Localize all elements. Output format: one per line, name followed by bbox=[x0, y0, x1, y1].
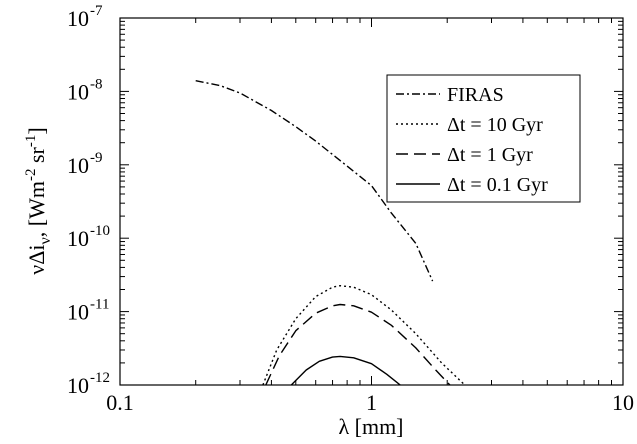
y-tick-exponent: -7 bbox=[90, 3, 103, 19]
x-tick-label: 0.1 bbox=[106, 390, 134, 415]
x-tick-label: 10 bbox=[612, 390, 634, 415]
legend: FIRAS Δt = 10 Gyr Δt = 1 Gyr Δt = 0.1 Gyr bbox=[386, 74, 581, 203]
legend-label-3: Δt = 0.1 Gyr bbox=[447, 174, 548, 196]
legend-label-1: Δt = 10 Gyr bbox=[447, 114, 543, 136]
y-label-sup2: -1 bbox=[23, 135, 39, 148]
y-label-sub: ν bbox=[37, 237, 54, 244]
y-tick-exponent: -12 bbox=[90, 370, 110, 386]
y-label-unit-open: , [Wm bbox=[24, 181, 49, 237]
y-tick-exponent: -8 bbox=[90, 76, 103, 92]
y-tick-label: 10 bbox=[67, 373, 89, 398]
y-tick-label: 10 bbox=[67, 79, 89, 104]
y-label-unit-mid: sr bbox=[24, 146, 49, 168]
series-line-0 bbox=[195, 80, 434, 282]
y-label-base: νΔi bbox=[24, 244, 49, 274]
x-tick-label: 1 bbox=[366, 390, 377, 415]
series-line-2 bbox=[265, 303, 451, 385]
y-tick-label: 10 bbox=[67, 6, 89, 31]
x-axis-label: λ [mm] bbox=[338, 414, 403, 439]
y-tick-label: 10 bbox=[67, 226, 89, 251]
legend-box bbox=[386, 74, 581, 203]
y-tick-exponent: -9 bbox=[90, 150, 103, 166]
series-line-3 bbox=[290, 355, 401, 385]
y-tick-label: 10 bbox=[67, 300, 89, 325]
y-tick-label: 10 bbox=[67, 153, 89, 178]
legend-label-0: FIRAS bbox=[447, 84, 504, 106]
y-tick-exponent: -11 bbox=[90, 297, 109, 313]
y-label-unit-close: ] bbox=[24, 127, 49, 134]
y-tick-exponent: -10 bbox=[90, 223, 110, 239]
y-label-sup1: -2 bbox=[23, 169, 39, 182]
y-axis-label: νΔiν, [Wm-2 sr-1] bbox=[23, 127, 54, 274]
legend-label-2: Δt = 1 Gyr bbox=[447, 144, 533, 166]
